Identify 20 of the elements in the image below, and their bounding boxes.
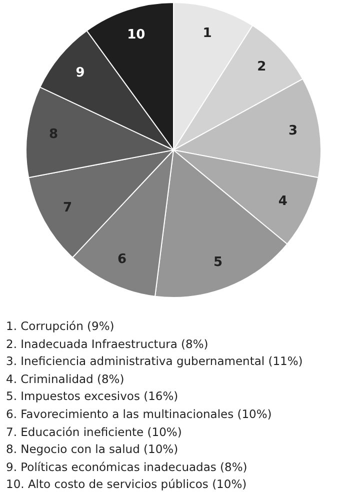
slice-label: 7 — [62, 200, 72, 216]
slice-label: 10 — [127, 27, 146, 42]
text: 10. Alto costo de servicios públicos (10%) — [6, 476, 248, 494]
slice-label: 2 — [257, 60, 266, 75]
text: 5. Impuestos excesivos (16%) — [6, 388, 180, 406]
text: 6. Favorecimiento a las multinacionales (10%) — [6, 406, 273, 423]
text: 7. Educación ineficiente (10%) — [6, 424, 183, 441]
text: 1. Corrupción (9%) — [6, 318, 116, 335]
text: 2. Inadecuada Infraestructura (8%) — [6, 336, 210, 353]
slice-label: 9 — [76, 65, 85, 80]
slice-label: 5 — [214, 254, 223, 270]
text: 8. Negocio con la salud (10%) — [6, 441, 180, 458]
slice-label: 6 — [117, 252, 127, 267]
text: 4. Criminalidad (8%) — [6, 370, 126, 388]
slice-label: 3 — [288, 123, 298, 138]
slice-label: 8 — [48, 127, 58, 142]
text: 9. Políticas económicas inadecuadas (8%) — [6, 458, 248, 476]
text: 3. Ineficiencia administrativa gubernamental (11%) — [6, 353, 304, 370]
slice-label: 4 — [278, 194, 288, 209]
slice-label: 1 — [202, 26, 212, 42]
